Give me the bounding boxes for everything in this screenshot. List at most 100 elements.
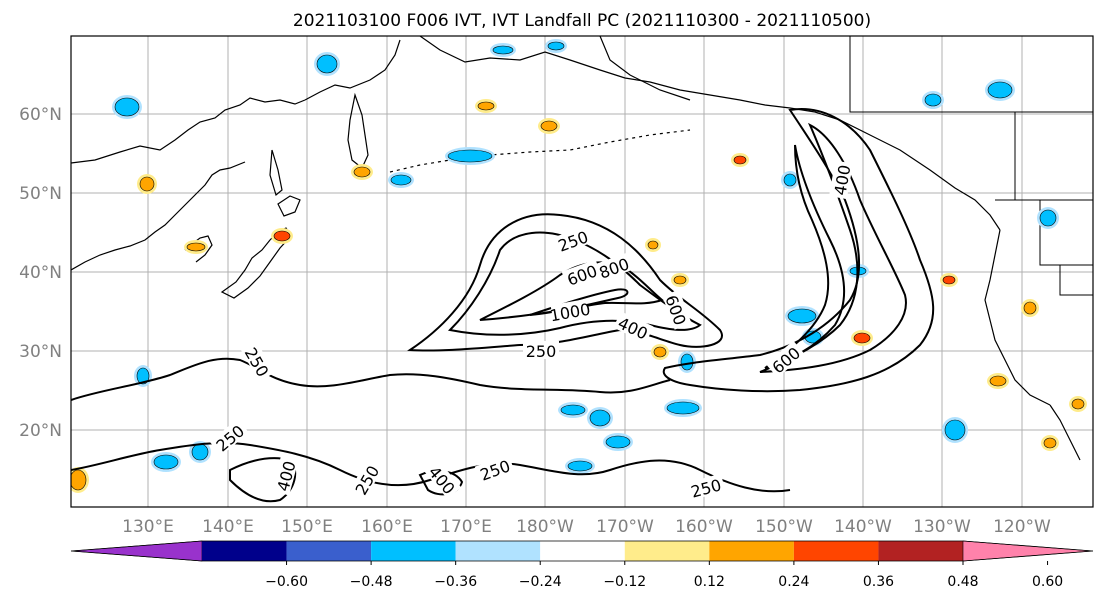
colorbar-segment [793,541,879,561]
figure-title: 2021103100 F006 IVT, IVT Landfall PC (20… [293,11,871,31]
latitude-labels: 60°N 50°N 40°N 30°N 20°N [19,105,62,441]
pc-blob [924,93,942,107]
contour-label-bg [552,225,593,255]
pc-blob [1071,398,1085,410]
pc-blob [273,230,291,242]
lat-label: 30°N [19,342,62,362]
contour-label-bg [209,418,249,456]
coast-japan [220,227,292,299]
colorbar-segment [540,541,625,561]
pc-blob [186,242,206,252]
lon-label: 140°W [834,517,892,537]
pc-blob [673,275,687,285]
lon-label: 150°W [755,517,813,537]
colorbar-segment [878,541,963,561]
colorbar-segment [709,541,794,561]
contour-250-south [71,357,671,401]
lat-label: 60°N [19,105,62,125]
contour-label-bg [424,459,462,499]
coast-west-us [984,229,1051,406]
lat-label: 20°N [19,421,62,441]
coast-east-asia [71,97,306,164]
colorbar-segment [624,541,710,561]
colorbar-segment [455,541,541,561]
colorbar-tick-label: 0.24 [778,574,809,590]
lon-label: 120°W [993,517,1051,537]
pc-blob [560,404,586,416]
pc-blob [787,308,817,324]
pc-blob [783,173,797,187]
coast-baja [1049,404,1081,461]
pc-blob [136,367,150,385]
contour-label-bg [686,473,726,501]
pc-blob [567,460,593,472]
pc-blob [71,469,87,491]
pc-blob [477,101,495,111]
pc-blob [733,155,747,165]
pc-blob [987,81,1013,99]
colorbar-extend-min [70,540,203,562]
colorbar-tick-label: −0.12 [603,574,646,590]
colorbar-tick-label: −0.36 [434,574,477,590]
pc-blob [1039,209,1057,227]
pc-blob [942,275,956,285]
pc-blob [944,419,966,441]
coast-sakhalin [269,149,283,197]
pc-blob [139,176,155,192]
pc-blob [153,454,179,470]
pc-shading [71,39,1087,493]
longitude-labels: 130°E 140°E 150°E 160°E 170°E 180°W 170°W 160°W… [122,517,1051,537]
contour-label: 250 [526,342,557,361]
pc-blob [316,54,338,74]
coast-siberia [304,39,401,101]
lon-label: 170°E [440,517,492,537]
contour-label-bg [241,341,275,382]
colorbar-tick-label: −0.48 [350,574,393,590]
colorbar-segment [371,541,456,561]
pc-blob [191,443,209,461]
pc-blob [540,120,558,132]
contour-label-bg [613,311,654,343]
pc-blob [447,149,493,163]
lon-label: 140°E [202,517,254,537]
contour-label-bg [271,456,299,496]
lat-label: 50°N [19,184,62,204]
lon-label: 160°W [675,517,733,537]
colorbar-tick-label: 0.60 [1032,574,1063,590]
coastlines [71,36,1081,461]
pc-blob [605,435,631,449]
colorbar-tick-label: 0.48 [947,574,978,590]
contour-600-east [764,144,846,369]
contour-label-bg [474,454,515,484]
colorbar-extend-max [962,540,1094,562]
colorbar-tick-label: 0.12 [694,574,725,590]
colorbar: −0.60 −0.48 −0.36 −0.24 −0.12 0.12 0.24 0.36 0.4… [70,540,1094,590]
colorbar-tick-label: 0.36 [863,574,894,590]
pc-blob [390,174,412,186]
contour-label-bg [561,259,602,289]
contour-250-south2 [71,441,791,493]
contour-250-east [662,108,935,393]
pc-blob [1043,437,1057,449]
contour-label-bg [593,252,634,282]
lon-label: 150°E [281,517,333,537]
coast-hokkaido [277,195,301,217]
lon-label: 160°E [361,517,413,537]
contour-label-bg [349,459,383,500]
contour-label-bg [523,341,559,359]
colorbar-tick-label: −0.24 [519,574,562,590]
contour-400-east [759,122,907,373]
coast-china [71,161,246,271]
contour-label-bg [765,340,805,378]
lat-label: 40°N [19,263,62,283]
pc-blob [589,409,611,427]
pc-blob [647,240,659,250]
pc-blob [680,353,694,371]
map-frame [70,35,1094,508]
colorbar-segment [202,541,287,561]
pc-blob [653,346,667,358]
pc-blob [492,45,514,55]
lon-label: 180°W [516,517,574,537]
contour-label-bg [550,299,590,324]
